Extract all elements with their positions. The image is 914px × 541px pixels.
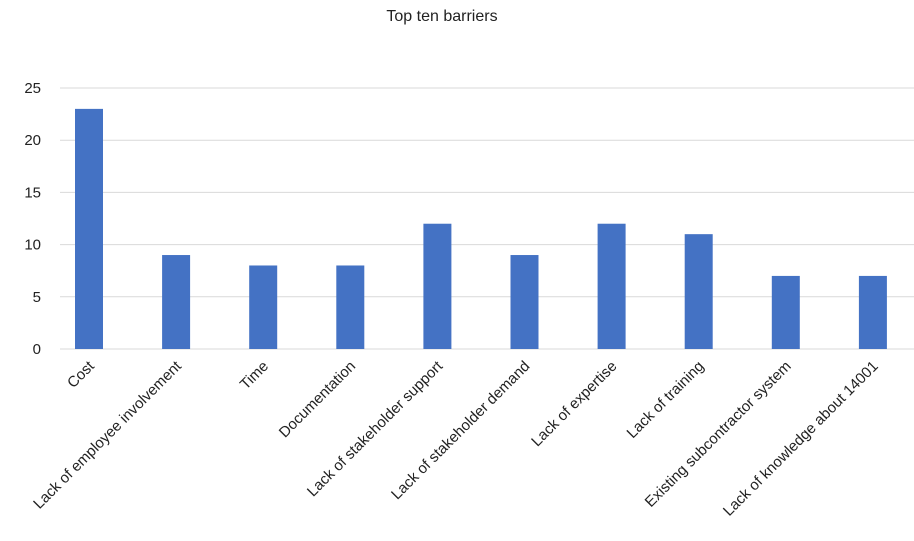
bar [771,275,800,349]
bar [162,255,191,349]
bar [75,108,103,349]
gridlines [60,87,914,350]
x-tick-label: Lack of training [624,358,708,442]
bar [336,265,365,349]
y-axis-ticks: 0 5 10 15 20 25 [24,80,41,358]
bar [510,255,539,349]
y-tick-label: 5 [33,289,41,306]
chart-title: Top ten barriers [386,8,498,25]
bar [423,223,452,349]
x-tick-label: Cost [64,357,98,391]
x-tick-label: Lack of expertise [528,358,620,450]
y-tick-label: 25 [24,80,41,97]
y-tick-label: 0 [33,341,41,358]
x-tick-label: Time [237,358,272,393]
bar [249,265,278,349]
bars [75,108,887,349]
bar [597,223,626,349]
x-tick-label: Lack of employee involvement [30,357,185,512]
x-tick-label: Lack of knowledge about 14001 [720,358,882,520]
y-tick-label: 15 [24,184,41,201]
x-tick-label: Lack of stakeholder demand [388,358,533,503]
y-tick-label: 20 [24,132,41,149]
x-tick-label: Documentation [276,358,359,441]
x-tick-label: Existing subcontractor system [642,358,795,511]
y-tick-label: 10 [24,237,41,254]
bar [684,234,713,349]
bar [858,275,887,349]
